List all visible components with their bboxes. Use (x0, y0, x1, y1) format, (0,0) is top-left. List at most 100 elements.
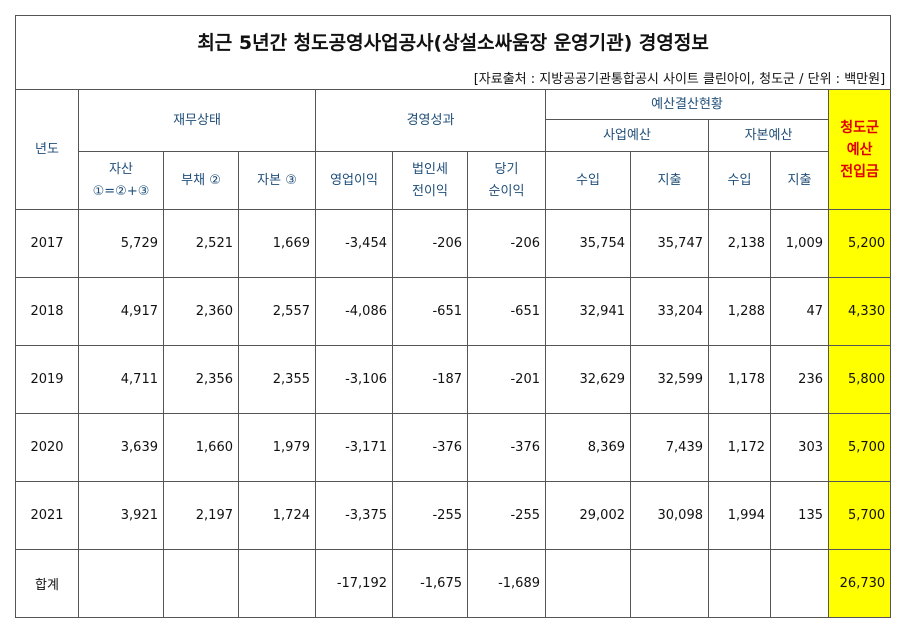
cell: 5,700 (827, 481, 892, 550)
cell: -3,106 (315, 345, 393, 414)
subgroup-header: 자본예산 (708, 119, 829, 152)
cell: 2,356 (163, 345, 239, 414)
cell: -376 (467, 413, 546, 482)
cell: -4,086 (315, 277, 393, 346)
cell: 35,747 (630, 209, 709, 278)
cell: 47 (770, 277, 829, 346)
data-row: 2017 5,729 2,521 1,669 -3,454 -206 -206 35,754 3… (15, 209, 892, 278)
data-row: 2019 4,711 2,356 2,355 -3,106 -187 -201 32,629 3… (15, 345, 892, 414)
cell: 5,800 (827, 345, 892, 414)
header-line: 당기 (494, 161, 519, 177)
row-label: 2021 (15, 481, 79, 550)
row-label: 2020 (15, 413, 79, 482)
cell: -651 (467, 277, 546, 346)
cell: 1,288 (708, 277, 771, 346)
header-line: ①=②+③ (92, 183, 150, 199)
cell: 1,724 (238, 481, 316, 550)
cell: 29,002 (545, 481, 631, 550)
header-line: 순이익 (488, 183, 525, 199)
cell (770, 549, 829, 618)
row-label: 합계 (15, 549, 79, 618)
transfer-header: 청도군 예산 전입금 (827, 89, 892, 210)
cell: -187 (392, 345, 468, 414)
cell: 3,921 (78, 481, 164, 550)
column-header: 부채 ② (163, 151, 239, 210)
cell: 1,660 (163, 413, 239, 482)
header-line: 수입 (576, 172, 600, 188)
column-header: 영업이익 (315, 151, 393, 210)
column-header: 지출 (630, 151, 709, 210)
cell (163, 549, 239, 618)
cell: -651 (392, 277, 468, 346)
cell: -255 (392, 481, 468, 550)
cell: 2,360 (163, 277, 239, 346)
cell: 303 (770, 413, 829, 482)
cell: -201 (467, 345, 546, 414)
cell: -376 (392, 413, 468, 482)
cell: 32,941 (545, 277, 631, 346)
source: [자료출처 : 지방공공기관통합공시 사이트 클린아이, 청도군 / 단위 : … (14, 66, 892, 90)
column-header: 수입 (545, 151, 631, 210)
cell: -1,675 (392, 549, 468, 618)
data-row: 합계 -17,192 -1,675 -1,689 26,730 (15, 549, 892, 618)
cell: 2,521 (163, 209, 239, 278)
cell: 4,330 (827, 277, 892, 346)
cell: 1,994 (708, 481, 771, 550)
cell: 1,178 (708, 345, 771, 414)
cell: 26,730 (827, 549, 892, 618)
cell: 5,700 (827, 413, 892, 482)
header-line: 자산 (109, 161, 133, 177)
cell: 1,009 (770, 209, 829, 278)
cell: 4,917 (78, 277, 164, 346)
cell: 1,979 (238, 413, 316, 482)
cell: 3,639 (78, 413, 164, 482)
header-line: 전입금 (840, 163, 879, 180)
row-label: 2018 (15, 277, 79, 346)
header-line: 법인세 (412, 161, 448, 177)
title: 최근 5년간 청도공영사업공사(상설소싸움장 운영기관) 경영정보 (14, 15, 892, 66)
header-line: 부채 ② (181, 172, 221, 188)
cell (78, 549, 164, 618)
cell: 35,754 (545, 209, 631, 278)
subgroup-header: 사업예산 (545, 119, 709, 152)
column-header: 자산 ①=②+③ (78, 151, 164, 210)
header-line: 전이익 (412, 183, 448, 199)
header-line: 영업이익 (330, 172, 378, 188)
year-header: 년도 (15, 89, 79, 210)
data-row: 2020 3,639 1,660 1,979 -3,171 -376 -376 8,369 7,… (15, 413, 892, 482)
cell: -206 (467, 209, 546, 278)
cell: 2,557 (238, 277, 316, 346)
header-line: 지출 (657, 172, 682, 188)
cell: 5,200 (827, 209, 892, 278)
group-header: 재무상태 (78, 89, 316, 152)
cell: 2,355 (238, 345, 316, 414)
column-header: 자본 ③ (238, 151, 316, 210)
cell: 1,172 (708, 413, 771, 482)
cell: -206 (392, 209, 468, 278)
column-header: 수입 (708, 151, 771, 210)
cell: -1,689 (467, 549, 546, 618)
group-header: 경영성과 (315, 89, 546, 152)
cell (630, 549, 709, 618)
data-row: 2018 4,917 2,360 2,557 -4,086 -651 -651 32,941 3… (15, 277, 892, 346)
data-row: 2021 3,921 2,197 1,724 -3,375 -255 -255 29,002 3… (15, 481, 892, 550)
cell: 236 (770, 345, 829, 414)
header-line: 수입 (727, 172, 752, 188)
group-header: 예산결산현황 (545, 89, 829, 120)
cell (545, 549, 631, 618)
cell: 2,197 (163, 481, 239, 550)
row-label: 2019 (15, 345, 79, 414)
header-line: 예산 (846, 141, 873, 158)
cell (708, 549, 771, 618)
cell: -3,171 (315, 413, 393, 482)
header-line: 지출 (787, 172, 812, 188)
cell: 2,138 (708, 209, 771, 278)
cell: 32,599 (630, 345, 709, 414)
cell: 5,729 (78, 209, 164, 278)
header-line: 자본 ③ (257, 172, 297, 188)
cell (238, 549, 316, 618)
cell: 32,629 (545, 345, 631, 414)
